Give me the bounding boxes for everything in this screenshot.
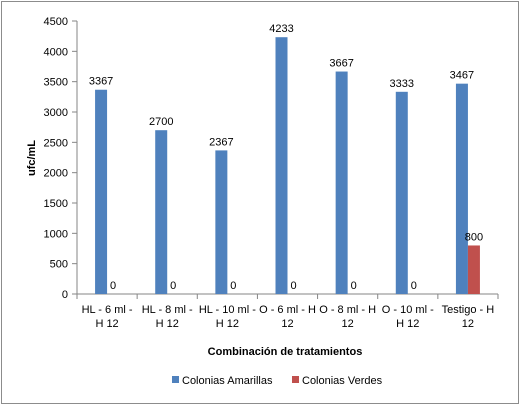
x-tick-label: 12 [281, 318, 293, 330]
data-label: 3667 [329, 58, 353, 70]
x-tick-label: HL - 10 ml - [199, 304, 256, 316]
y-tick-label: 2500 [44, 137, 68, 149]
legend-swatch [292, 376, 299, 383]
legend-swatch [172, 376, 179, 383]
y-tick-label: 500 [50, 259, 68, 271]
data-label: 0 [110, 280, 116, 292]
y-tick-label: 1000 [44, 228, 68, 240]
bar [395, 91, 408, 294]
data-label: 0 [170, 280, 176, 292]
y-tick-label: 3000 [44, 107, 68, 119]
y-tick-label: 3500 [44, 77, 68, 89]
y-axis-title: ufc/mL [26, 140, 38, 176]
bar [335, 71, 348, 294]
data-labels: 3367 2700 2367 4233 3667 3333 3467 0 0 0 0 0 0 800 [89, 23, 483, 292]
bar [275, 37, 288, 294]
bar [95, 89, 108, 294]
data-label: 0 [351, 280, 357, 292]
bars [95, 37, 480, 294]
data-label: 4233 [269, 23, 293, 35]
data-label: 0 [230, 280, 236, 292]
legend: Colonias Amarillas Colonias Verdes [172, 375, 383, 387]
data-label: 0 [411, 280, 417, 292]
legend-entry: Colonias Amarillas [182, 375, 273, 387]
data-label: 800 [465, 231, 483, 243]
y-tick-label: 0 [62, 289, 68, 301]
x-tick-label: H 12 [396, 318, 419, 330]
y-tick-label: 4000 [44, 46, 68, 58]
bar [467, 245, 480, 294]
x-tick-label: O - 10 ml - [382, 304, 434, 316]
data-label: 3333 [390, 78, 414, 90]
x-tick-label: H 12 [216, 318, 239, 330]
bar [455, 83, 468, 294]
bar [215, 150, 228, 294]
data-label: 0 [290, 280, 296, 292]
x-tick-label: O - 6 ml - H [259, 304, 316, 316]
data-label: 3467 [450, 70, 474, 82]
axes: 0 500 1000 1500 2000 2500 3000 3500 4000 4500 HL -… [44, 16, 499, 330]
data-label: 2700 [149, 116, 173, 128]
y-tick-label: 1500 [44, 198, 68, 210]
x-tick-label: H 12 [95, 318, 118, 330]
x-tick-label: H 12 [156, 318, 179, 330]
bar [155, 130, 168, 294]
legend-entry: Colonias Verdes [302, 375, 383, 387]
x-tick-label: HL - 8 ml - [142, 304, 193, 316]
y-tick-label: 4500 [44, 16, 68, 28]
x-tick-label: Testigo - H [442, 304, 495, 316]
data-label: 2367 [209, 136, 233, 148]
y-tick-label: 2000 [44, 168, 68, 180]
x-axis-title: Combinación de tratamientos [208, 346, 363, 358]
data-label: 3367 [89, 76, 113, 88]
x-tick-label: 12 [462, 318, 474, 330]
x-tick-label: O - 8 ml - H [319, 304, 376, 316]
x-tick-label: 12 [342, 318, 354, 330]
x-tick-label: HL - 6 ml - [82, 304, 133, 316]
